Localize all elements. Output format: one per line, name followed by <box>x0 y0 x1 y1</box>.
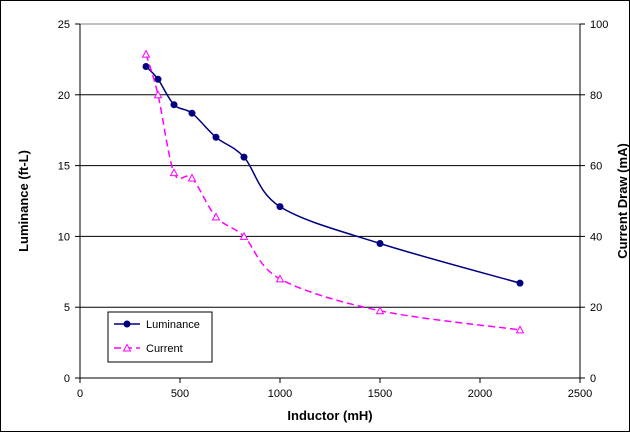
x-tick-label: 1500 <box>368 388 392 400</box>
data-point <box>153 90 163 99</box>
x-tick-label: 1000 <box>268 388 292 400</box>
y-axis-title: Luminance (ft-L) <box>16 150 31 252</box>
data-point <box>123 320 131 328</box>
series-group <box>141 49 525 334</box>
y2-tick-label: 40 <box>590 231 602 243</box>
series-line <box>145 53 521 331</box>
data-point <box>376 239 384 247</box>
data-point <box>515 325 525 334</box>
y2-tick-label: 0 <box>590 373 596 385</box>
y2-axis-title: Current Draw (mA) <box>615 143 630 259</box>
data-point <box>375 306 385 315</box>
gridlines <box>80 94 580 308</box>
data-point <box>516 279 524 287</box>
legend-box <box>107 311 213 363</box>
data-point <box>169 168 179 177</box>
series-luminance <box>142 62 524 287</box>
data-point <box>142 62 150 70</box>
x-tick-label: 0 <box>77 388 83 400</box>
legend-label: Current <box>146 343 183 355</box>
data-point <box>240 153 248 161</box>
x-axis-title: Inductor (mH) <box>287 408 372 423</box>
y-tick-label: 0 <box>64 373 70 385</box>
series-line <box>145 65 521 284</box>
x-tick-label: 2000 <box>468 388 492 400</box>
data-point <box>276 203 284 211</box>
data-point <box>211 212 221 221</box>
y2-tick-label: 20 <box>590 302 602 314</box>
y-tick-label: 25 <box>58 19 70 31</box>
y2-tick-label: 60 <box>590 161 602 173</box>
legend-label: Luminance <box>146 319 200 331</box>
series-current <box>141 49 525 334</box>
axes <box>75 23 585 383</box>
data-point <box>188 109 196 117</box>
data-point <box>122 343 132 352</box>
data-point <box>187 173 197 182</box>
legend: Luminance Current <box>107 311 213 363</box>
data-point <box>275 274 285 283</box>
x-tick-label: 2500 <box>568 388 592 400</box>
data-point <box>141 49 151 58</box>
y-tick-label: 15 <box>58 161 70 173</box>
data-point <box>170 101 178 109</box>
y2-tick-label: 100 <box>590 19 608 31</box>
data-point <box>212 133 220 141</box>
y-tick-label: 5 <box>64 302 70 314</box>
y2-tick-label: 80 <box>590 90 602 102</box>
x-tick-label: 500 <box>171 388 189 400</box>
data-point <box>154 75 162 83</box>
y-tick-label: 10 <box>58 231 70 243</box>
y-tick-label: 20 <box>58 90 70 102</box>
data-point <box>239 231 249 240</box>
